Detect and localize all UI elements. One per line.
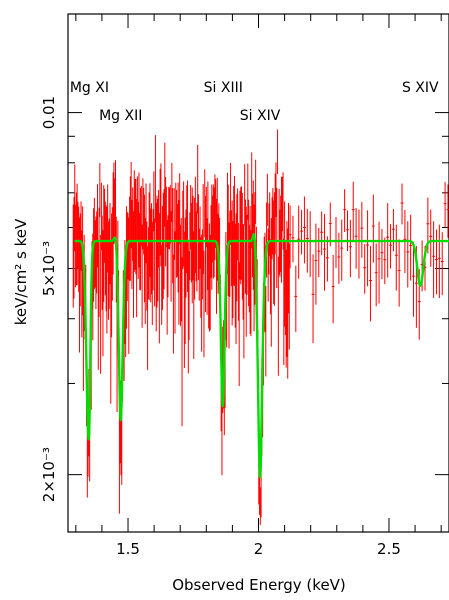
- x-tick-label: 2: [254, 540, 264, 558]
- y-axis-label: keV/cm² s keV: [12, 218, 30, 325]
- line-label: S XIV: [402, 80, 439, 96]
- line-labels: Mg XI Mg XII Si XIII Si XIV S XIV: [70, 80, 439, 124]
- y-tick-label: 0.01: [40, 96, 58, 129]
- x-tick-label: 2.5: [377, 540, 401, 558]
- x-axis-label: Observed Energy (keV): [172, 576, 346, 594]
- line-label: Mg XII: [99, 108, 142, 124]
- line-label: Si XIV: [240, 108, 281, 124]
- y-tick-label: 2×10⁻³: [40, 447, 58, 502]
- y-tick-label: 5×10⁻³: [40, 241, 58, 296]
- model-series: [73, 233, 449, 479]
- line-label: Mg XI: [70, 80, 109, 96]
- line-label: Si XIII: [204, 80, 243, 96]
- x-tick-label: 1.5: [116, 540, 140, 558]
- model-curve: [73, 233, 449, 479]
- axis-ticks: 1.5 2 2.5 2×10⁻³ 5×10⁻³ 0.01: [40, 14, 449, 558]
